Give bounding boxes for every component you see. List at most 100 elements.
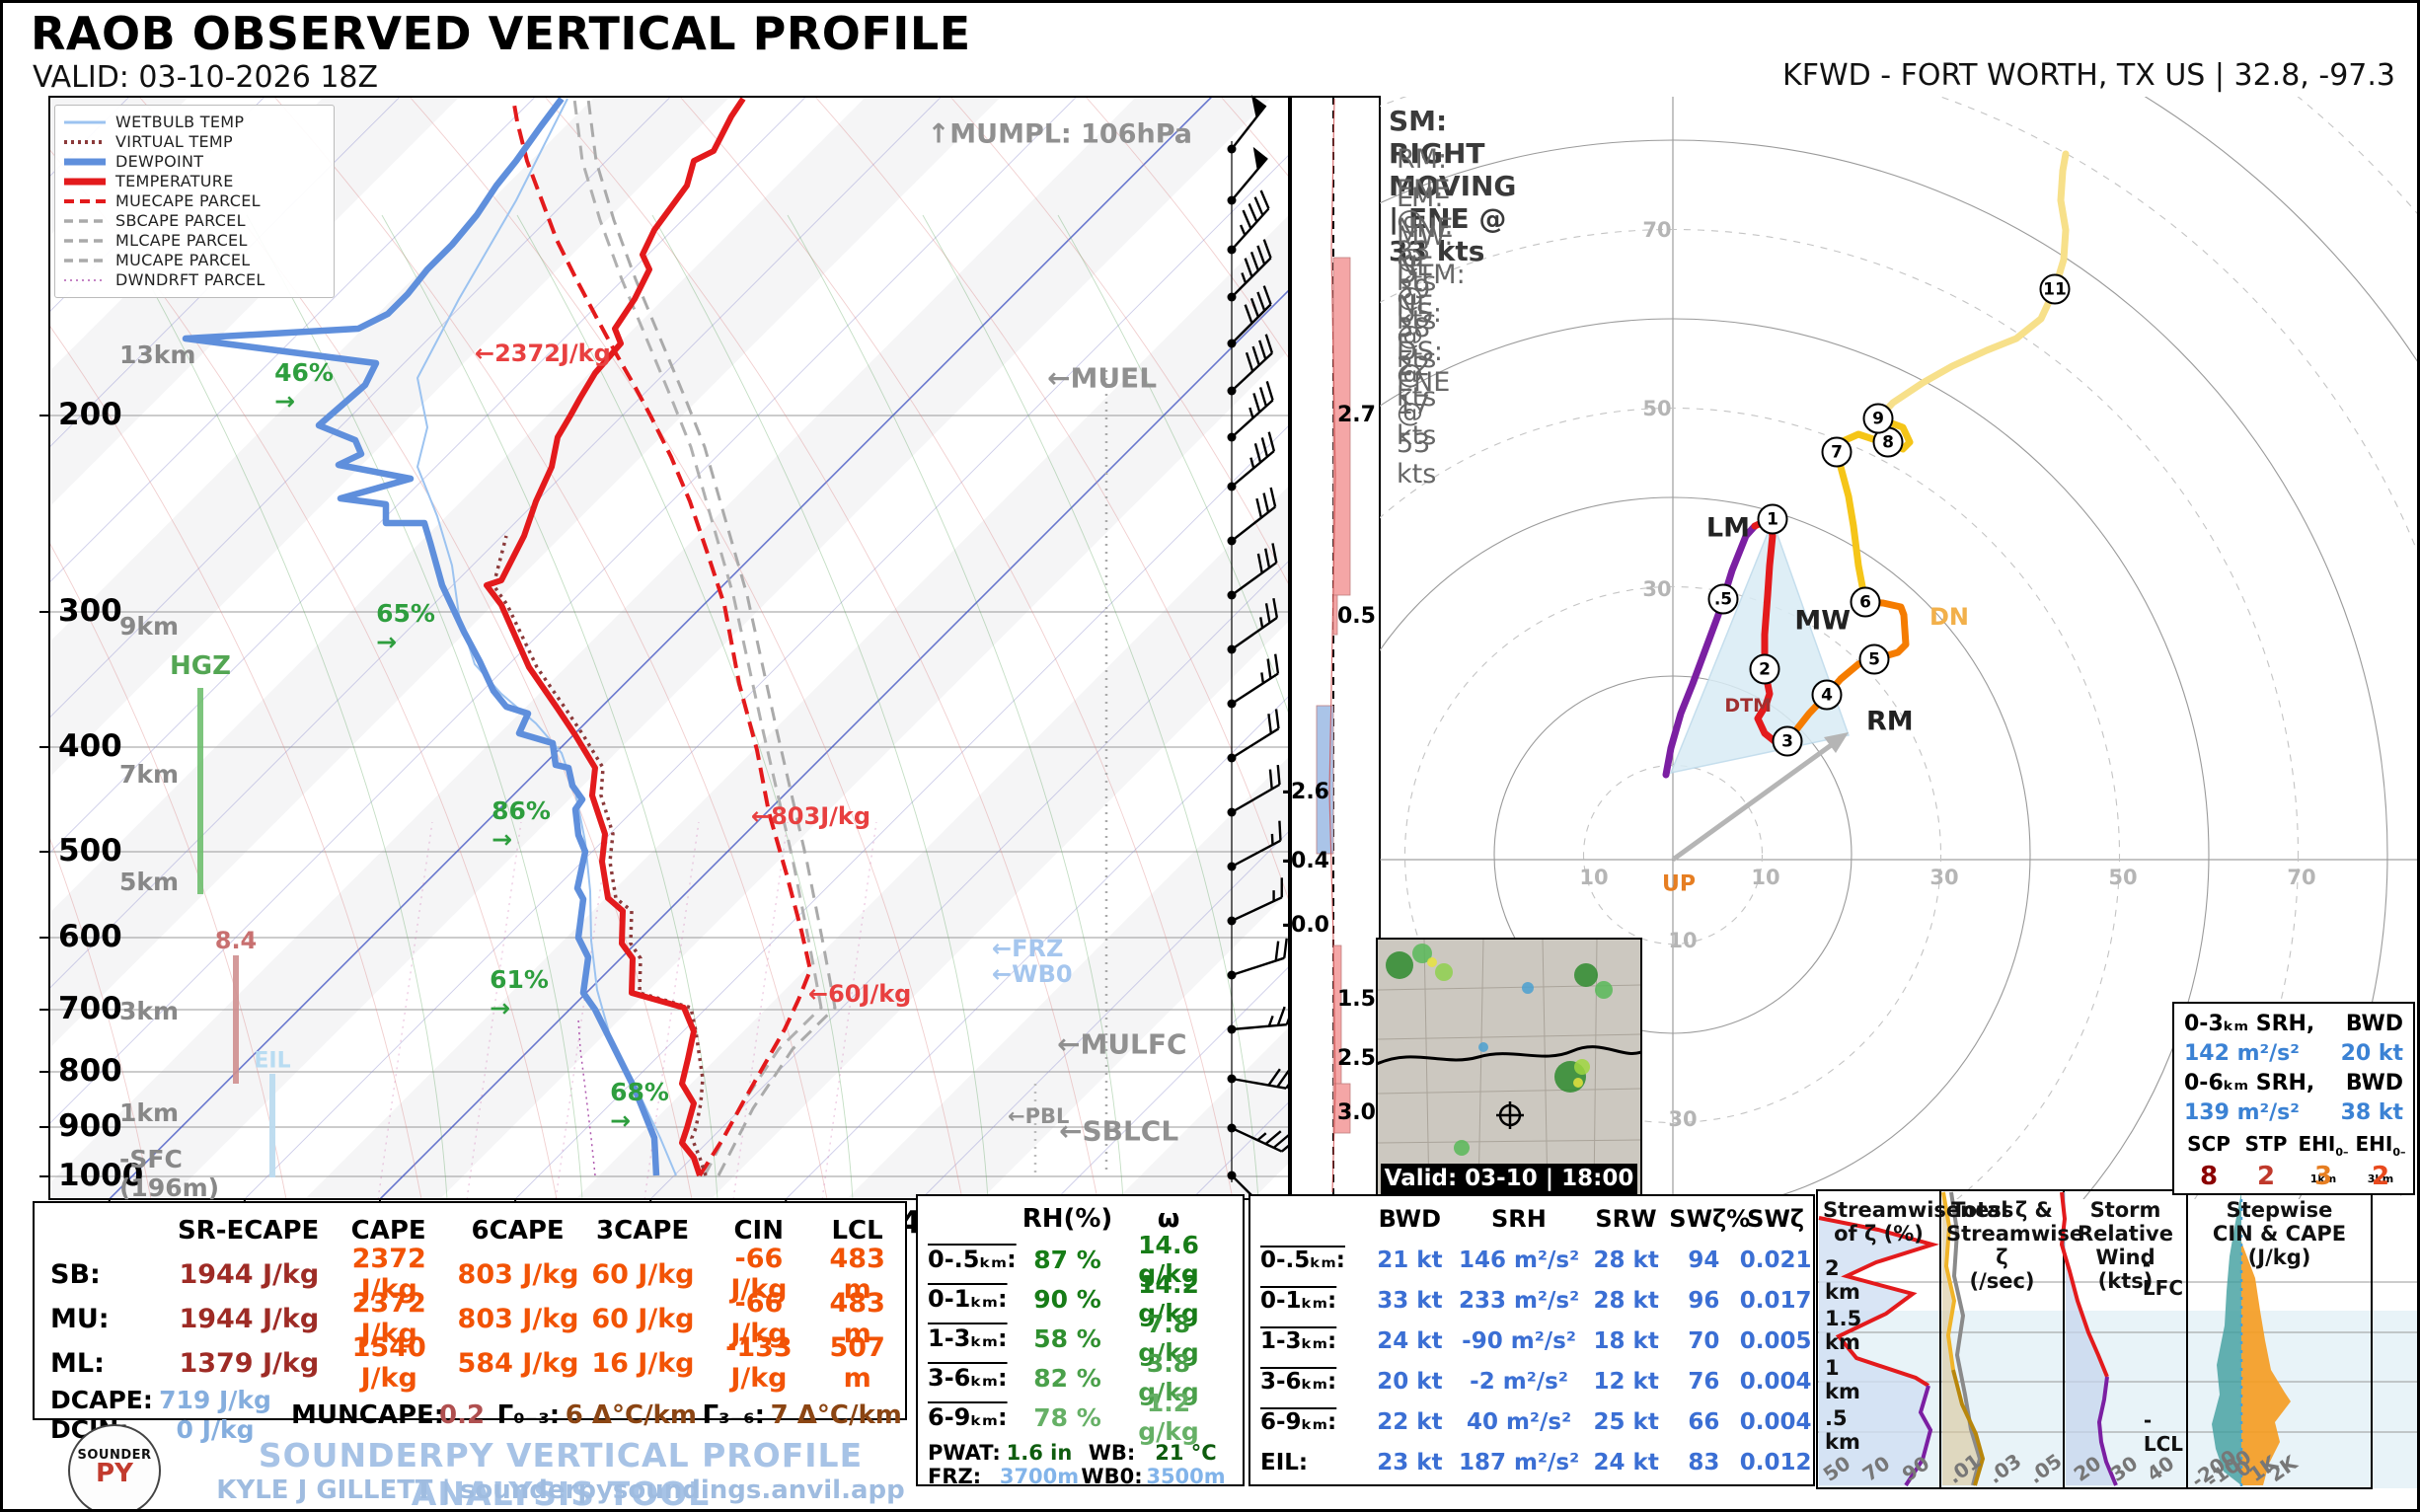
kin-value: 28 kt xyxy=(1593,1287,1659,1314)
kin-column-header: BWD xyxy=(1378,1205,1442,1233)
omega-value: -2.6 xyxy=(1281,780,1329,804)
kin-value: 0.005 xyxy=(1739,1327,1812,1354)
index-header: SCP xyxy=(2187,1132,2231,1156)
pressure-label: 200 xyxy=(58,397,122,432)
thermo-value: -66 J/kg xyxy=(730,1288,788,1349)
rh-label: 86% → xyxy=(492,796,551,854)
srh-row: 0-6ₖₘ SRH, BWD xyxy=(2184,1071,2403,1096)
srh-0-3-header-value: BWD xyxy=(2345,1012,2403,1036)
panel-y-label: 2 km xyxy=(1825,1256,1860,1304)
index-header: STP xyxy=(2244,1132,2288,1156)
kin-value: 24 kt xyxy=(1377,1327,1443,1354)
legend-label: DEWPOINT xyxy=(115,151,204,171)
pwat-label: PWAT: xyxy=(928,1441,1001,1465)
thermo-value: 1944 J/kg xyxy=(179,1258,320,1290)
kin-value: 33 kt xyxy=(1377,1287,1443,1314)
hodograph-height-marker: 1 xyxy=(1757,503,1788,535)
pressure-label: 600 xyxy=(58,919,122,954)
rh-row-label: 3-6ₖₘ: xyxy=(928,1364,1008,1392)
hodograph-ring-label: 50 xyxy=(2108,866,2138,889)
thermo-value: 507 m xyxy=(829,1332,885,1394)
pressure-label: 400 xyxy=(58,728,122,764)
muncape-label: MUNCAPE: xyxy=(291,1400,445,1430)
legend-label: MUCAPE PARCEL xyxy=(115,250,251,269)
omega-value: 0.5 xyxy=(1337,604,1376,629)
level-annotation: ↑MUMPL: 106hPa xyxy=(927,118,1192,150)
hodograph-ring-label: 30 xyxy=(1642,577,1672,601)
gamma36-value: 7 Δ°C/km xyxy=(770,1400,902,1430)
thermo-value: 2372 J/kg xyxy=(351,1288,426,1349)
legend-swatch-virtual xyxy=(63,134,107,148)
level-annotation: 8.4 xyxy=(214,927,258,954)
srh-0-6-header-value: BWD xyxy=(2345,1071,2403,1096)
mixing-ratio-value: 14.2 g/kg xyxy=(1138,1270,1199,1327)
brand-subtitle: KYLE J GILLETT | sounderpysoundings.anvi… xyxy=(216,1475,905,1505)
srh-0-3-label: 142 m²/s² xyxy=(2184,1041,2300,1066)
kin-column-header: SRH xyxy=(1490,1205,1547,1233)
omega-value: -0.4 xyxy=(1281,849,1329,873)
kinematics-table: BWD SRH SRW SWζ% SWζ 0-.5ₖₘ: 21 kt 146 m²/s² 28 … xyxy=(1248,1194,1815,1486)
omega-col-header: ω xyxy=(1157,1204,1180,1234)
wb-value: 21 °C xyxy=(1155,1441,1217,1465)
hodograph-point-label: DN xyxy=(1929,603,1970,631)
panel-annotation: -LFC xyxy=(2142,1252,2184,1300)
cape-label: ←60J/kg xyxy=(808,980,912,1008)
kin-value: 18 kt xyxy=(1593,1327,1659,1354)
pressure-label: 800 xyxy=(58,1053,122,1089)
kin-row: 0-1ₖₘ: 33 kt 233 m²/s² 28 kt 96 0.017 xyxy=(1254,1282,1813,1319)
kin-row-label: 6-9ₖₘ: xyxy=(1260,1408,1337,1435)
index-header-sub: 0–1km xyxy=(2309,1146,2349,1185)
thermo-column-header: 6CAPE xyxy=(471,1216,565,1246)
rh-row-label: 0-.5ₖₘ: xyxy=(928,1246,1017,1273)
legend-label: WETBULB TEMP xyxy=(115,112,245,131)
thermo-value: 1379 J/kg xyxy=(179,1347,320,1379)
kin-value: 66 xyxy=(1688,1408,1720,1435)
legend-label: TEMPERATURE xyxy=(115,171,234,190)
pressure-label: 300 xyxy=(58,593,122,629)
kin-value: 28 kt xyxy=(1593,1247,1659,1273)
page-title: RAOB OBSERVED VERTICAL PROFILE xyxy=(31,7,971,60)
thermo-value: 803 J/kg xyxy=(457,1303,579,1334)
kin-value: 83 xyxy=(1688,1449,1720,1475)
thermo-value: 2372 J/kg xyxy=(351,1244,426,1305)
dcin-value: 0 J/kg xyxy=(176,1414,255,1444)
legend-swatch-graydash xyxy=(63,253,107,266)
index-value: 2 xyxy=(2256,1162,2276,1191)
legend-item: MUCAPE PARCEL xyxy=(63,250,326,269)
level-annotation: ←SBLCL xyxy=(1059,1114,1179,1148)
thermo-value: 483 m xyxy=(829,1244,885,1305)
hodograph-point-label: DTM xyxy=(1724,695,1772,717)
dcape-value: 719 J/kg xyxy=(159,1385,271,1414)
kin-row-label: 1-3ₖₘ: xyxy=(1260,1327,1337,1354)
height-label: 7km xyxy=(119,760,180,789)
kin-value: 40 m²/s² xyxy=(1466,1408,1572,1435)
kin-value: 146 m²/s² xyxy=(1458,1247,1580,1273)
srh-index-headers: SCP STP EHI0–1km EHI0–3km xyxy=(2180,1132,2409,1185)
mixing-ratio-value: 14.6 g/kg xyxy=(1138,1231,1199,1288)
rh-col-header: RH(%) xyxy=(1021,1204,1113,1234)
legend-swatch-wetbulb xyxy=(63,114,107,128)
legend-swatch-muecape xyxy=(63,193,107,207)
rh-row-label: 0-1ₖₘ: xyxy=(928,1285,1008,1313)
kin-value: -90 m²/s² xyxy=(1462,1327,1576,1354)
legend-label: VIRTUAL TEMP xyxy=(115,131,233,151)
rh-row: 6-9ₖₘ: 78 % 1.2 g/kg xyxy=(922,1389,1238,1446)
legend-swatch-dwndrft xyxy=(63,272,107,286)
hodograph-point-label: LM xyxy=(1705,512,1750,544)
thermo-row-label: MU: xyxy=(50,1303,110,1334)
kin-value: 0.017 xyxy=(1739,1287,1812,1314)
level-annotation: ←MUEL xyxy=(1047,361,1158,395)
hodograph-height-marker: .5 xyxy=(1707,583,1739,615)
kin-value: 187 m²/s² xyxy=(1458,1449,1580,1475)
thermo-column-header: CIN xyxy=(733,1216,784,1246)
kin-value: 76 xyxy=(1688,1368,1720,1395)
index-header: EHI0–1km xyxy=(2298,1132,2349,1185)
panel-title-line3: (J/kg) xyxy=(2247,1246,2311,1269)
storm-motion-line: US: E @ 17 kts xyxy=(1397,298,1442,451)
dcape-label: DCAPE: xyxy=(50,1385,153,1414)
hodograph-ring-label: 30 xyxy=(1668,1107,1698,1131)
legend-item: MLCAPE PARCEL xyxy=(63,230,326,250)
thermo-table: SR-ECAPE CAPE 6CAPE 3CAPE CIN LCL SB: 1944 J/kg… xyxy=(33,1201,907,1444)
omega-value: 1.5 xyxy=(1337,987,1376,1012)
thermo-value: 483 m xyxy=(829,1288,885,1349)
